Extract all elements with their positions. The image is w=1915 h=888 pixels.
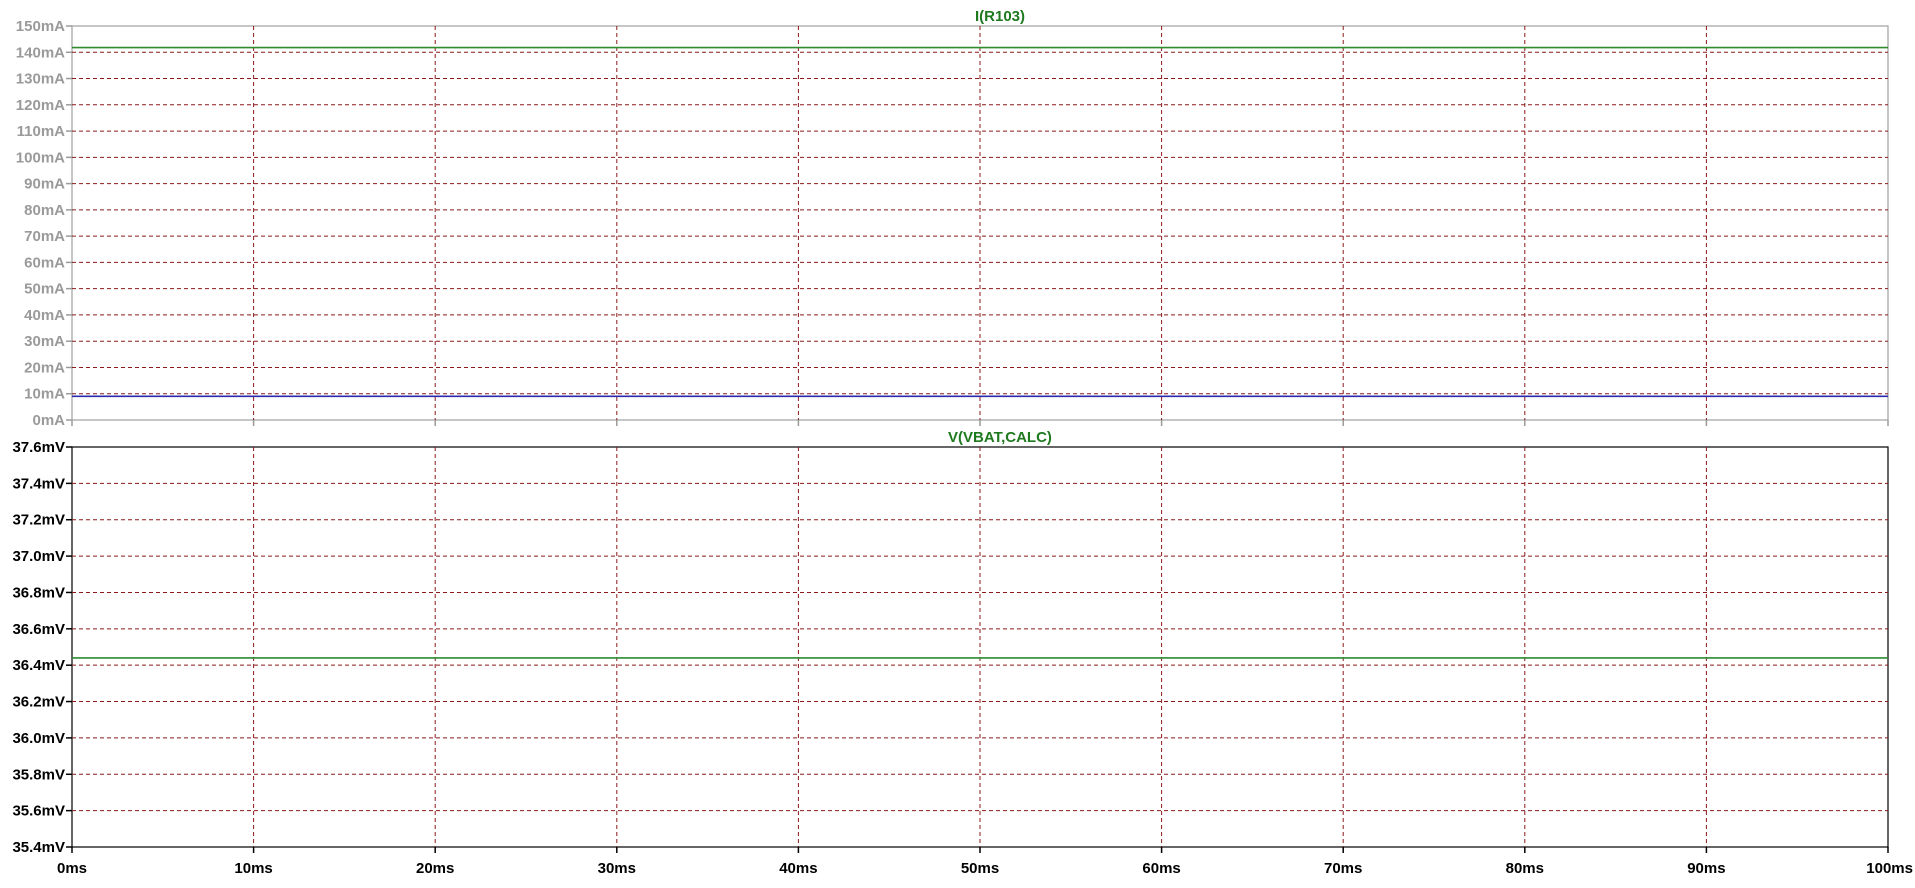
pane-1-y-tick-label: 80mA xyxy=(24,202,65,219)
x-tick-label: 70ms xyxy=(1324,860,1362,877)
pane-2-y-tick-label: 37.6mV xyxy=(12,439,65,456)
pane-1-y-tick-label: 100mA xyxy=(16,149,65,166)
pane-2-y-tick-label: 36.8mV xyxy=(12,584,65,601)
pane-1-y-tick-label: 50mA xyxy=(24,281,65,298)
x-tick-label: 100ms xyxy=(1866,860,1913,877)
pane-1-y-tick-label: 20mA xyxy=(24,359,65,376)
pane-1-y-tick-label: 0mA xyxy=(32,412,65,429)
pane-1-y-tick-label: 140mA xyxy=(16,44,65,61)
x-tick-label: 40ms xyxy=(779,860,817,877)
x-tick-label: 0ms xyxy=(57,860,87,877)
pane-2-y-tick-label: 37.4mV xyxy=(12,475,65,492)
pane-1-y-tick-label: 30mA xyxy=(24,333,65,350)
pane-2-y-tick-label: 37.0mV xyxy=(12,548,65,565)
pane-2-y-tick-label: 35.6mV xyxy=(12,803,65,820)
pane-2-y-tick-label: 37.2mV xyxy=(12,512,65,529)
x-tick-label: 60ms xyxy=(1142,860,1180,877)
x-tick-label: 20ms xyxy=(416,860,454,877)
pane-2-y-tick-label: 36.0mV xyxy=(12,730,65,747)
pane-2-y-tick-label: 36.4mV xyxy=(12,657,65,674)
pane-1-y-tick-label: 60mA xyxy=(24,254,65,271)
pane-2-y-tick-label: 36.2mV xyxy=(12,694,65,711)
pane-2-y-tick-label: 36.6mV xyxy=(12,621,65,638)
x-tick-label: 10ms xyxy=(234,860,272,877)
x-tick-label: 80ms xyxy=(1506,860,1544,877)
x-tick-label: 90ms xyxy=(1687,860,1725,877)
pane-1-y-tick-label: 70mA xyxy=(24,228,65,245)
pane-1-title: I(R103) xyxy=(975,8,1025,25)
x-tick-label: 50ms xyxy=(961,860,999,877)
pane-2-y-tick-label: 35.4mV xyxy=(12,839,65,856)
pane-1-y-tick-label: 40mA xyxy=(24,307,65,324)
pane-1-y-tick-label: 10mA xyxy=(24,386,65,403)
pane-1-y-tick-label: 90mA xyxy=(24,176,65,193)
pane-2-y-tick-label: 35.8mV xyxy=(12,766,65,783)
pane-1-y-tick-label: 130mA xyxy=(16,71,65,88)
pane-1-y-tick-label: 110mA xyxy=(17,123,66,140)
x-tick-label: 30ms xyxy=(598,860,636,877)
pane-1-y-tick-label: 150mA xyxy=(16,18,65,35)
pane-2-title: V(VBAT,CALC) xyxy=(948,429,1052,446)
pane-1-y-tick-label: 120mA xyxy=(16,97,65,114)
